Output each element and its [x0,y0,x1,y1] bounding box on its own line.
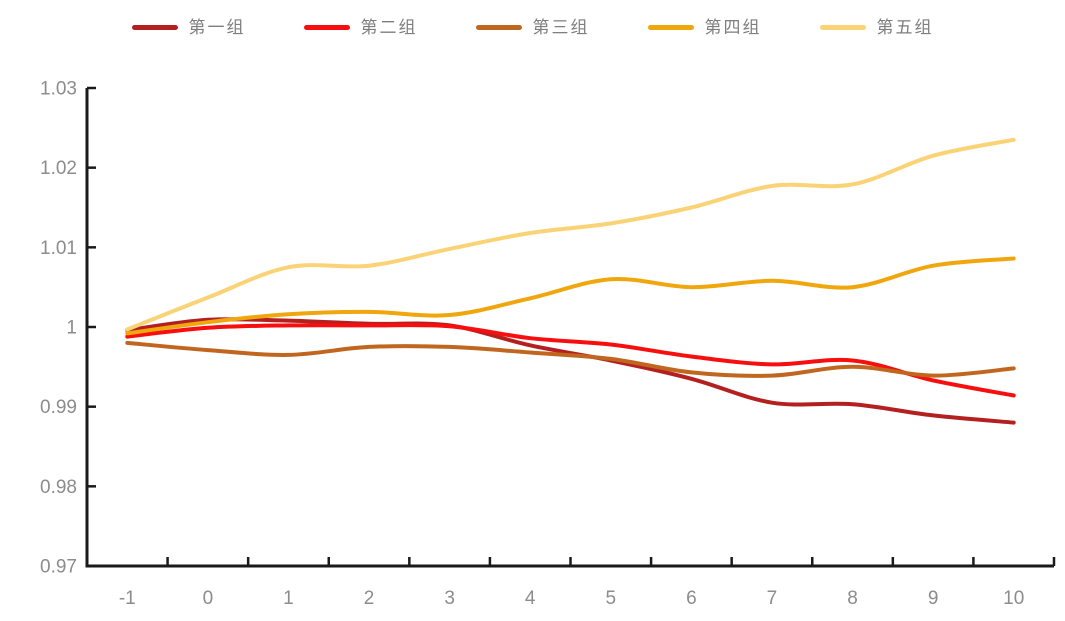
legend-item-0[interactable]: 第一组 [131,18,246,37]
series-line-3 [125,256,1016,336]
legend-label: 第五组 [876,18,934,37]
legend-swatch-icon [819,25,866,30]
x-tick-label-9: 8 [847,588,858,609]
legend-item-2[interactable]: 第三组 [475,18,590,37]
series-line-1 [125,323,1016,398]
series-line-2 [125,340,1016,378]
y-tick-label-4: 1.01 [40,238,77,259]
x-tick-label-7: 6 [686,588,697,609]
x-tick-label-11: 10 [1003,588,1024,609]
legend-item-3[interactable]: 第四组 [647,18,762,37]
legend-item-4[interactable]: 第五组 [819,18,934,37]
legend-label: 第三组 [532,18,590,37]
x-tick-label-5: 4 [525,588,536,609]
x-tick-label-6: 5 [606,588,617,609]
y-tick-label-3: 1 [66,318,77,339]
legend: 第一组 第二组 第三组 第四组 第五组 [0,19,1065,36]
y-tick-label-2: 0.99 [40,397,77,418]
legend-label: 第一组 [188,18,246,37]
y-tick-label-6: 1.03 [40,79,77,100]
legend-swatch-icon [131,25,178,30]
legend-label: 第二组 [360,18,418,37]
x-tick-label-1: 0 [203,588,214,609]
y-tick-label-5: 1.02 [40,158,77,179]
x-tick-label-3: 2 [364,588,375,609]
legend-label: 第四组 [704,18,762,37]
x-tick-label-8: 7 [767,588,778,609]
series-line-4 [125,137,1016,332]
y-tick-label-0: 0.97 [40,557,77,578]
legend-swatch-icon [475,25,522,30]
legend-swatch-icon [303,25,350,30]
x-tick-label-10: 9 [928,588,939,609]
x-tick-label-0: -1 [119,588,136,609]
legend-swatch-icon [647,25,694,30]
legend-item-1[interactable]: 第二组 [303,18,418,37]
y-tick-label-1: 0.98 [40,477,77,498]
x-tick-label-4: 3 [444,588,455,609]
x-tick-label-2: 1 [283,588,294,609]
